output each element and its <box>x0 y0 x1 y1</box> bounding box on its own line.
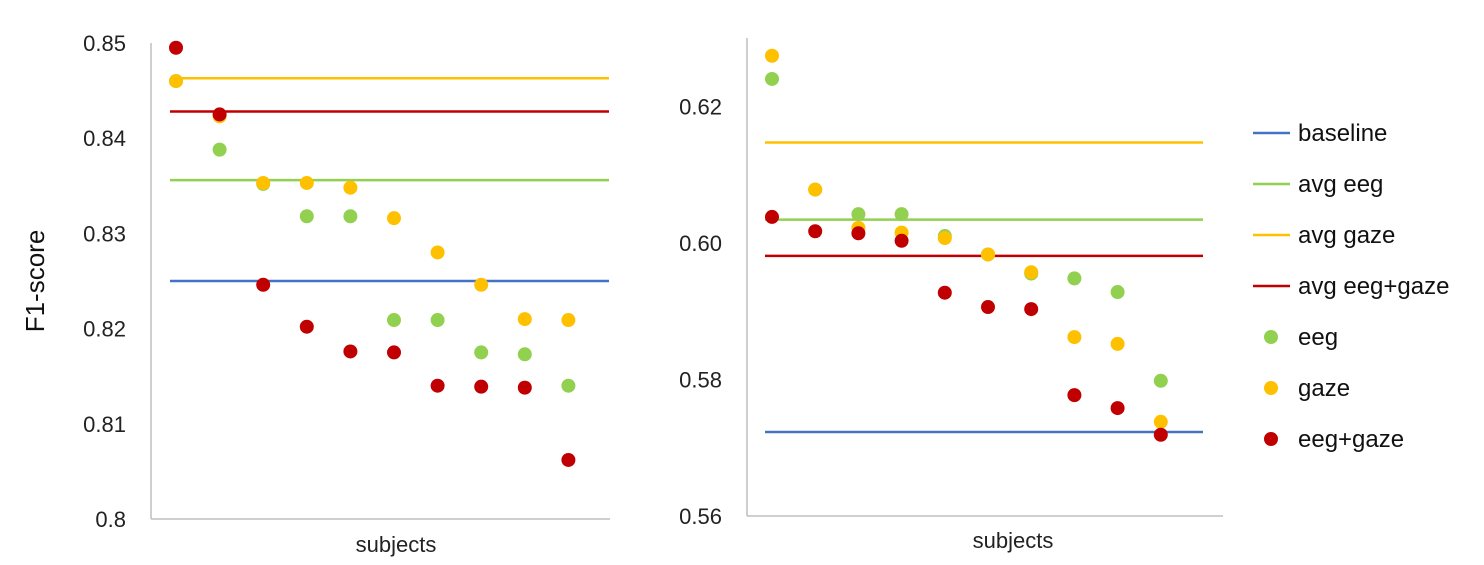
legend-swatch-eeg-gaze <box>1264 432 1278 446</box>
point-gaze <box>981 247 995 262</box>
legend-swatch-gaze <box>1264 381 1278 395</box>
legend-label-gaze: gaze <box>1298 375 1350 402</box>
legend-label-baseline: baseline <box>1298 120 1387 147</box>
legend-label-eeg-gaze: eeg+gaze <box>1298 426 1404 453</box>
point-eeg-gaze <box>474 379 489 394</box>
point-eeg <box>1153 373 1168 388</box>
point-gaze <box>169 74 183 89</box>
point-eeg <box>387 313 401 328</box>
point-eeg-gaze <box>299 319 314 334</box>
y-axis-title: F1-score <box>20 230 50 333</box>
y-tick-label: 0.82 <box>83 317 126 342</box>
y-tick-label: 0.8 <box>95 507 126 532</box>
point-gaze <box>387 211 401 226</box>
point-eeg-gaze <box>169 40 183 55</box>
point-gaze <box>256 175 271 190</box>
point-eeg-gaze <box>1110 401 1125 416</box>
point-gaze <box>343 180 358 195</box>
point-gaze <box>561 313 576 328</box>
point-eeg-gaze <box>517 380 532 395</box>
left-chart: 0.8 0.81 0.82 0.83 0.84 0.85 subjects F1-score <box>20 31 610 557</box>
point-gaze <box>1024 265 1039 280</box>
point-eeg <box>343 209 358 224</box>
legend-label-avg-gaze: avg gaze <box>1298 222 1395 249</box>
point-eeg-gaze <box>894 233 909 248</box>
point-gaze <box>1067 330 1082 345</box>
y-tick-label: 0.83 <box>83 221 126 246</box>
point-gaze <box>299 175 314 190</box>
point-eeg-gaze <box>212 107 227 122</box>
point-eeg <box>765 71 779 86</box>
point-eeg-gaze <box>256 277 271 292</box>
point-eeg-gaze <box>561 452 576 467</box>
point-gaze <box>765 48 779 63</box>
point-eeg-gaze <box>937 285 952 300</box>
point-eeg <box>1067 271 1082 286</box>
y-tick-label: 0.62 <box>679 94 722 119</box>
point-eeg-gaze <box>981 300 995 315</box>
y-tick-label: 0.58 <box>679 367 722 392</box>
point-gaze <box>1110 336 1125 351</box>
y-tick-label: 0.60 <box>679 231 722 256</box>
point-eeg-gaze <box>1153 427 1168 442</box>
point-gaze <box>808 182 823 197</box>
point-eeg-gaze <box>343 344 358 359</box>
point-eeg-gaze <box>851 226 866 241</box>
point-eeg <box>1110 285 1125 300</box>
x-axis-title: subjects <box>973 528 1054 553</box>
point-gaze <box>1153 414 1168 429</box>
point-eeg <box>851 207 866 222</box>
legend-swatch-eeg <box>1264 330 1278 344</box>
y-tick-label: 0.85 <box>83 31 126 56</box>
y-tick-label: 0.56 <box>679 504 722 529</box>
point-gaze <box>517 312 532 327</box>
point-eeg-gaze <box>387 345 401 360</box>
point-eeg <box>474 345 489 360</box>
point-gaze <box>474 277 489 292</box>
point-eeg-gaze <box>430 378 445 393</box>
legend-label-avg-eeg-gaze: avg eeg+gaze <box>1298 273 1449 300</box>
legend: baseline avg eeg avg gaze avg eeg+gaze eeg ga… <box>1253 120 1449 453</box>
point-eeg <box>894 207 909 222</box>
point-eeg-gaze <box>808 224 823 239</box>
legend-label-eeg: eeg <box>1298 324 1338 351</box>
point-eeg <box>561 378 576 393</box>
point-eeg-gaze <box>1067 388 1082 403</box>
point-gaze <box>937 231 952 246</box>
point-eeg <box>299 209 314 224</box>
point-eeg-gaze <box>765 209 779 224</box>
point-eeg <box>517 347 532 362</box>
point-eeg <box>212 142 227 157</box>
y-tick-label: 0.81 <box>83 412 126 437</box>
y-tick-label: 0.84 <box>83 126 126 151</box>
point-eeg-gaze <box>1024 302 1039 317</box>
legend-label-avg-eeg: avg eeg <box>1298 171 1383 198</box>
x-axis-title: subjects <box>356 532 437 557</box>
point-eeg <box>430 313 445 328</box>
point-gaze <box>430 245 445 260</box>
right-chart: 0.56 0.58 0.60 0.62 subjects <box>679 38 1223 553</box>
